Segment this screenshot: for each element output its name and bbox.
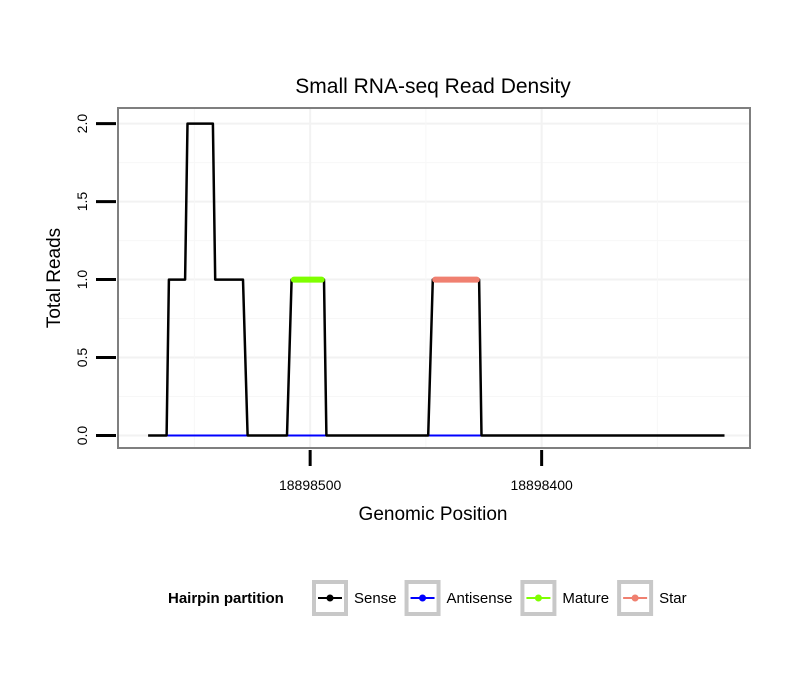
legend-key-point <box>419 594 427 602</box>
y-axis-title: Total Reads <box>44 228 65 328</box>
y-tick-label: 1.5 <box>74 192 90 212</box>
legend-key-point <box>631 594 639 602</box>
axes: 0.0 0.5 1.0 1.5 2.0 18898500 18898400 <box>74 114 573 493</box>
legend: Hairpin partition Sense Antisense Mature Sta… <box>168 580 687 616</box>
legend-label: Mature <box>562 590 609 607</box>
series-layer <box>148 122 725 437</box>
legend-item-antisense: Antisense <box>404 580 513 616</box>
legend-key-point <box>326 594 334 602</box>
legend-label: Star <box>659 590 687 607</box>
x-tick-label: 18898500 <box>279 477 342 493</box>
plot-panel-border <box>117 107 751 449</box>
legend-item-sense: Sense <box>312 580 397 616</box>
legend-label: Antisense <box>447 590 513 607</box>
chart-title: Small RNA-seq Read Density <box>295 75 571 98</box>
legend-key-point <box>534 594 542 602</box>
x-tick-label: 18898400 <box>510 477 573 493</box>
legend-label: Sense <box>354 590 397 607</box>
y-tick-label: 0.0 <box>74 426 90 446</box>
y-tick-label: 0.5 <box>74 348 90 368</box>
y-tick-label: 2.0 <box>74 114 90 134</box>
legend-item-star: Star <box>617 580 687 616</box>
x-axis-title: Genomic Position <box>359 504 508 525</box>
legend-title: Hairpin partition <box>168 590 284 607</box>
legend-item-mature: Mature <box>520 580 609 616</box>
y-tick-label: 1.0 <box>74 270 90 290</box>
